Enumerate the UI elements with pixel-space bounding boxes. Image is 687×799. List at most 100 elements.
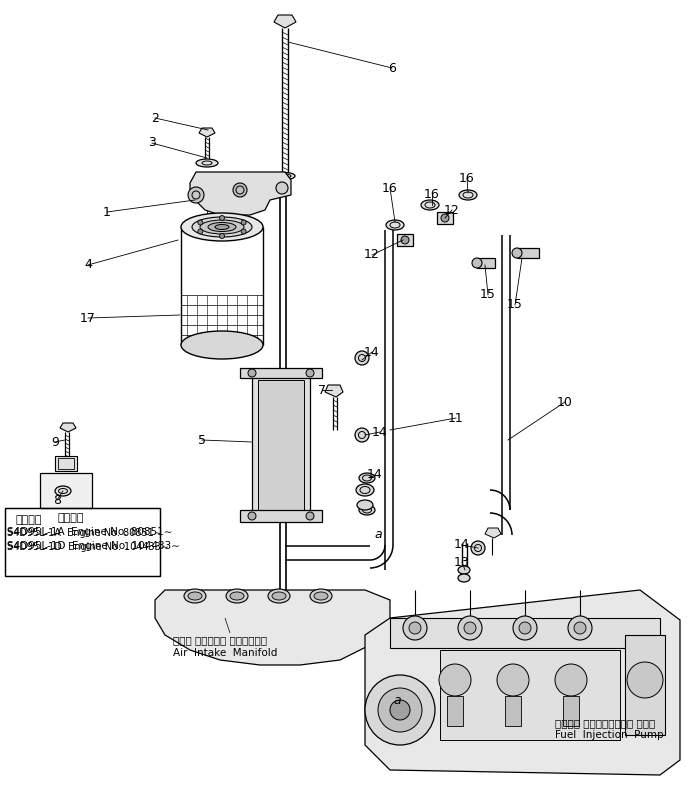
Text: 4: 4 <box>84 259 92 272</box>
Text: エアー インテーク マニホールド: エアー インテーク マニホールド <box>173 635 267 645</box>
Text: Air  Intake  Manifold: Air Intake Manifold <box>173 648 278 658</box>
Text: 10: 10 <box>557 396 573 408</box>
Text: 17: 17 <box>80 312 96 324</box>
Polygon shape <box>155 590 390 665</box>
Text: 14: 14 <box>364 345 380 359</box>
Circle shape <box>458 616 482 640</box>
Text: 1: 1 <box>103 205 111 218</box>
Ellipse shape <box>310 589 332 603</box>
Polygon shape <box>325 385 343 397</box>
Circle shape <box>220 216 225 221</box>
Bar <box>55 456 77 471</box>
Bar <box>240 368 322 378</box>
Text: S4D95L-1D  Engine No. 104433∼: S4D95L-1D Engine No. 104433∼ <box>7 541 180 551</box>
Circle shape <box>409 622 421 634</box>
Text: フェエル インジェクション ポンプ: フェエル インジェクション ポンプ <box>555 718 655 728</box>
Bar <box>505 696 521 726</box>
Bar <box>477 258 495 268</box>
Text: S4D95L-1A  Engine No. 80851∼: S4D95L-1A Engine No. 80851∼ <box>7 528 162 538</box>
Circle shape <box>198 229 203 234</box>
Text: 適用機種: 適用機種 <box>58 513 85 523</box>
Ellipse shape <box>192 217 252 237</box>
Ellipse shape <box>215 225 229 229</box>
Text: 15: 15 <box>507 299 523 312</box>
Circle shape <box>574 622 586 634</box>
Bar <box>390 618 660 648</box>
Ellipse shape <box>421 200 439 210</box>
Ellipse shape <box>355 428 369 442</box>
Polygon shape <box>190 172 291 215</box>
Ellipse shape <box>181 213 263 241</box>
Ellipse shape <box>314 592 328 600</box>
Circle shape <box>403 616 427 640</box>
Circle shape <box>464 622 476 634</box>
Text: 11: 11 <box>448 411 464 424</box>
Ellipse shape <box>230 592 244 600</box>
Ellipse shape <box>188 592 202 600</box>
Circle shape <box>390 700 410 720</box>
Circle shape <box>198 220 203 225</box>
Circle shape <box>248 512 256 520</box>
Circle shape <box>627 662 663 698</box>
Ellipse shape <box>458 566 470 574</box>
Bar <box>563 696 579 726</box>
Circle shape <box>220 233 225 238</box>
Bar <box>437 212 453 224</box>
Ellipse shape <box>356 484 374 496</box>
Ellipse shape <box>386 220 404 230</box>
Polygon shape <box>485 528 501 538</box>
Bar <box>625 635 665 735</box>
Polygon shape <box>274 15 296 28</box>
Polygon shape <box>365 590 680 775</box>
Text: 16: 16 <box>382 181 398 194</box>
Ellipse shape <box>359 473 375 483</box>
Bar <box>58 458 74 469</box>
Bar <box>252 375 310 515</box>
Circle shape <box>378 688 422 732</box>
Circle shape <box>188 187 204 203</box>
Text: a: a <box>374 527 382 540</box>
Polygon shape <box>60 423 76 432</box>
Circle shape <box>365 675 435 745</box>
Bar <box>517 248 539 258</box>
Circle shape <box>276 182 288 194</box>
Ellipse shape <box>512 248 522 258</box>
Text: 3: 3 <box>148 137 156 149</box>
Ellipse shape <box>275 173 295 180</box>
Ellipse shape <box>459 190 477 200</box>
Bar <box>240 510 322 522</box>
Circle shape <box>306 512 314 520</box>
Bar <box>397 234 413 246</box>
Ellipse shape <box>357 500 373 510</box>
Ellipse shape <box>184 589 206 603</box>
Text: 12: 12 <box>444 204 460 217</box>
Bar <box>447 696 463 726</box>
Text: 12: 12 <box>364 248 380 261</box>
Text: 9: 9 <box>51 435 59 448</box>
Circle shape <box>439 664 471 696</box>
Ellipse shape <box>55 486 71 496</box>
Bar <box>440 650 620 740</box>
Circle shape <box>568 616 592 640</box>
Circle shape <box>519 622 531 634</box>
Text: 16: 16 <box>424 189 440 201</box>
Bar <box>258 380 304 510</box>
Circle shape <box>233 183 247 197</box>
Text: 7: 7 <box>318 384 326 396</box>
Bar <box>5 508 160 576</box>
Circle shape <box>555 664 587 696</box>
Text: 13: 13 <box>454 555 470 569</box>
Circle shape <box>497 664 529 696</box>
Text: 8: 8 <box>53 494 61 507</box>
Circle shape <box>441 214 449 222</box>
Circle shape <box>241 220 246 225</box>
Ellipse shape <box>471 541 485 555</box>
Ellipse shape <box>200 220 244 234</box>
Text: 2: 2 <box>151 112 159 125</box>
Ellipse shape <box>208 222 236 232</box>
Circle shape <box>306 369 314 377</box>
Ellipse shape <box>355 351 369 365</box>
Text: a: a <box>393 694 401 706</box>
Text: 5: 5 <box>198 434 206 447</box>
Bar <box>5 508 160 576</box>
